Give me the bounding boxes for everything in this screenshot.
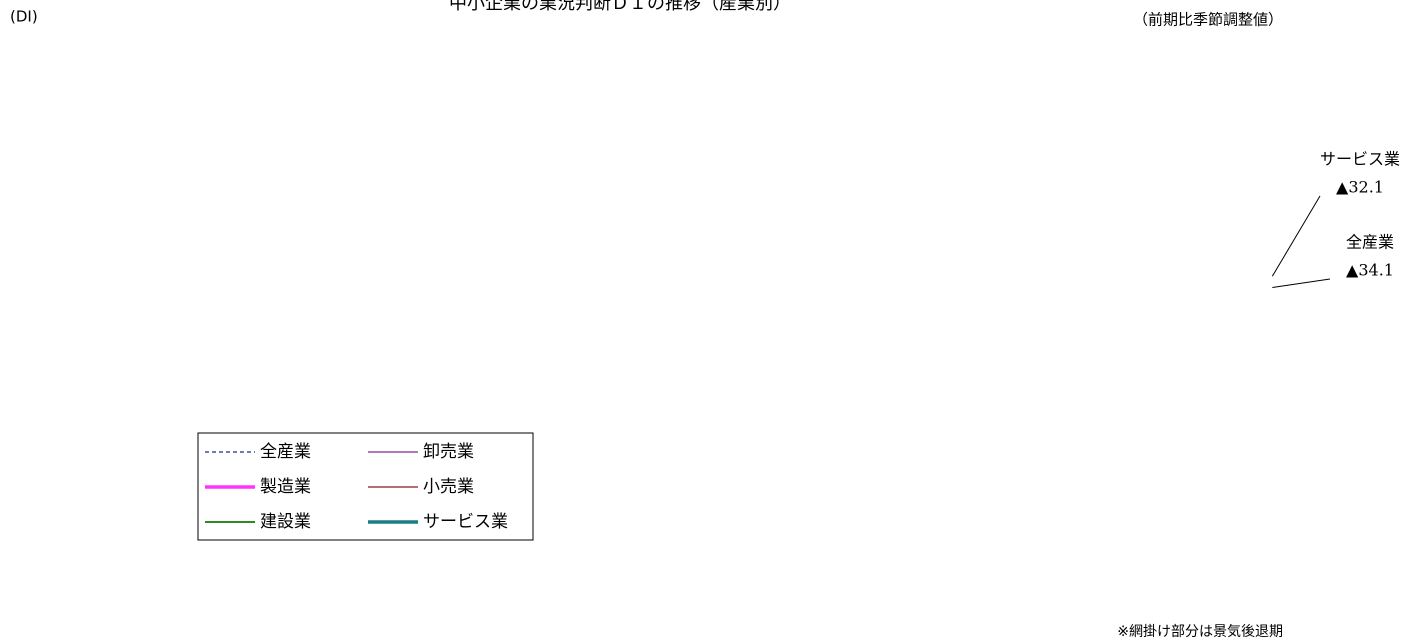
subtitle: （前期比季節調整値） [1133, 11, 1283, 29]
legend-label: 小売業 [423, 477, 474, 497]
annotation-leader [1272, 278, 1331, 288]
legend-label: 卸売業 [423, 442, 474, 462]
y-axis-label: (DI) [10, 8, 38, 26]
chart-title: 中小企業の業況判断ＤＩの推移（産業別） [449, 0, 791, 14]
footnote: ※網掛け部分は景気後退期 [1117, 624, 1283, 640]
annotation-value: ▲34.1 [1346, 261, 1394, 280]
annotation-label: サービス業 [1320, 150, 1400, 169]
legend-label: 全産業 [260, 442, 311, 462]
legend-label: サービス業 [423, 512, 508, 532]
annotation-value: ▲32.1 [1336, 178, 1384, 197]
legend-label: 建設業 [260, 512, 311, 532]
annotation-leader [1271, 195, 1321, 277]
annotation-label: 全産業 [1346, 233, 1394, 252]
legend-label: 製造業 [260, 477, 311, 497]
